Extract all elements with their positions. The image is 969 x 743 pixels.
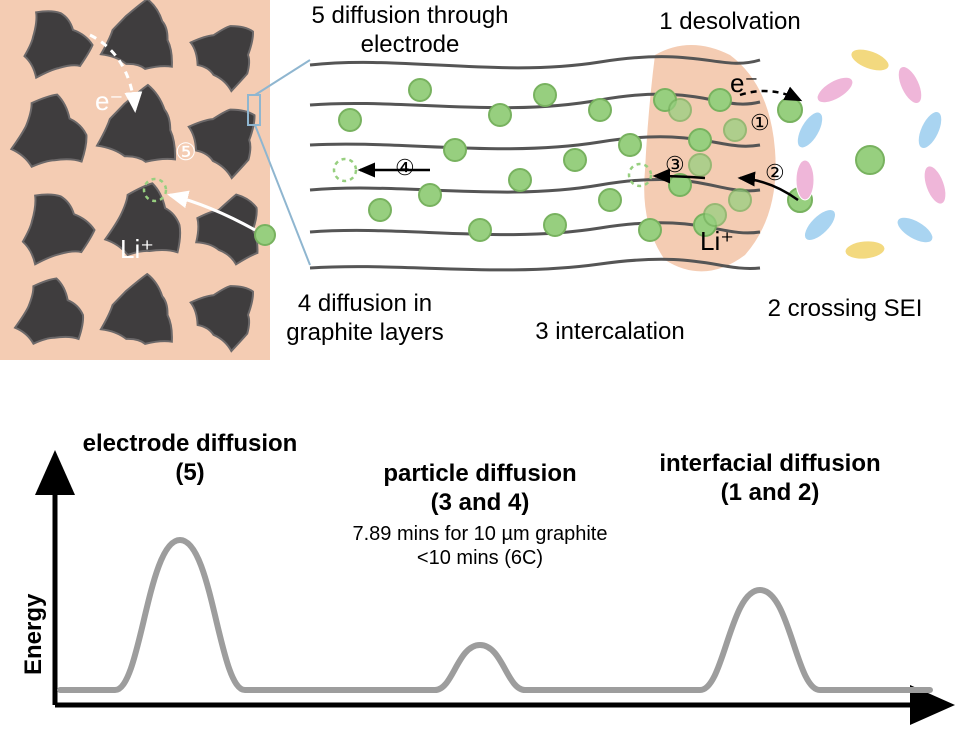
solvent-molecule [893,63,926,107]
circled-4: ④ [395,155,415,180]
li-ion [444,139,466,161]
li-ion [704,204,726,226]
electron-label-right: e⁻ [730,68,758,98]
li-ion [724,119,746,141]
peak-label-interfacial: interfacial diffusion (1 and 2) [630,450,910,508]
li-ion [409,79,431,101]
label-step2: 2 crossing SEI [740,295,950,324]
peak-label-particle: particle diffusion (3 and 4) [330,460,630,518]
li-label-left: Li⁺ [120,234,154,264]
li-ion [669,99,691,121]
li-ion [599,189,621,211]
li-ion [589,99,611,121]
solvated-li-center [856,146,884,174]
li-ion [534,84,556,106]
label-step1: 1 desolvation [630,8,830,37]
solvent-molecule [844,239,885,260]
label-step4: 4 diffusion in graphite layers [245,290,485,348]
circled-5: ⑤ [175,139,197,166]
li-ion [778,98,802,122]
circled-1: ① [750,110,770,135]
peak-label-electrode: electrode diffusion (5) [70,430,310,488]
li-ion [339,109,361,131]
li-ion [619,134,641,156]
solvent-molecule [913,108,946,152]
solvent-molecule [848,45,892,76]
li-ion [544,214,566,236]
li-ion [709,89,731,111]
peak-sublabel-particle: 7.89 mins for 10 µm graphite <10 mins (6… [320,522,640,570]
solvent-molecule [893,212,937,248]
li-ion [639,219,661,241]
y-axis-label: Energy [20,594,48,675]
circled-3: ③ [665,152,685,177]
circled-2: ② [765,160,785,185]
li-ion [689,129,711,151]
li-ion [509,169,531,191]
vacancy-circle [334,159,356,181]
label-step3: 3 intercalation [510,318,710,347]
solvent-molecule [796,160,814,200]
energy-profile-chart: Energy electrode diffusion (5) particle … [0,430,969,730]
li-ion [369,199,391,221]
li-ion [489,104,511,126]
li-ion [729,189,751,211]
solvent-molecule [813,72,857,108]
li-label-right: Li⁺ [700,226,734,256]
li-ion [689,154,711,176]
li-ion [469,219,491,241]
electron-label-left: e⁻ [95,86,123,116]
lithium-intercalation-diagram: e⁻ Li⁺ ⑤ e⁻ Li⁺ ① ② ③ ④ 5 diffusion thro… [0,0,969,380]
li-ion [255,225,275,245]
solvent-molecule [920,163,951,207]
label-step5: 5 diffusion through electrode [280,2,540,60]
li-ion [419,184,441,206]
li-ion [564,149,586,171]
